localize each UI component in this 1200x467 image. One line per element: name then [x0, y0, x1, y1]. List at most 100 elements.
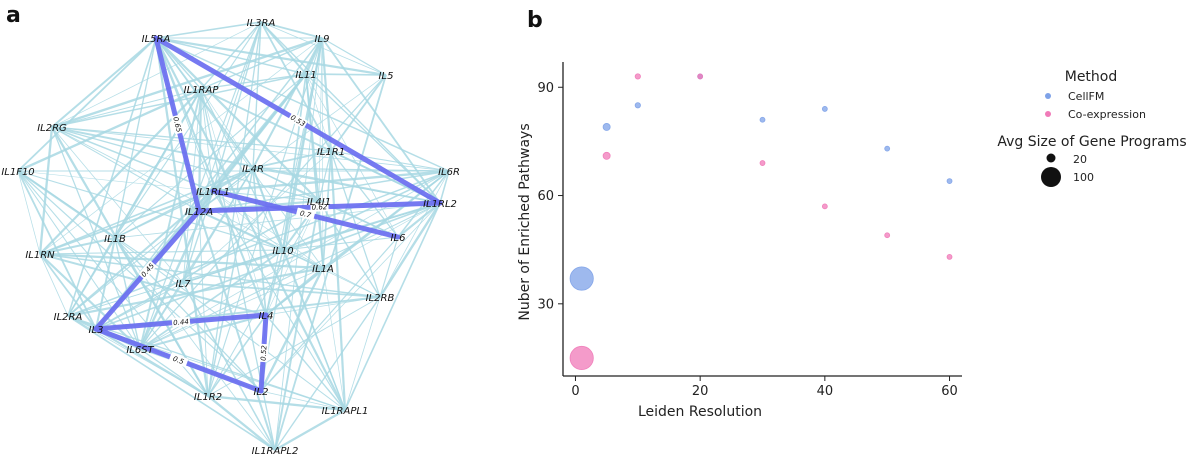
bg-edge [252, 167, 441, 204]
x-tick-label: 0 [571, 384, 579, 399]
size-legend-title: Avg Size of Gene Programs [997, 134, 1186, 150]
bg-edge [282, 73, 307, 251]
bg-edge [114, 202, 441, 239]
bg-edge [260, 21, 307, 75]
edge-weight-label-bg [138, 260, 157, 280]
node-il10: IL10 [272, 246, 293, 257]
bg-edge [17, 170, 141, 350]
point-coexpression [602, 151, 611, 160]
bg-edge [200, 73, 307, 90]
bg-edge [265, 200, 320, 316]
bg-edge [344, 202, 441, 411]
bg-edge [252, 167, 450, 172]
edge-weight-label-bg [171, 316, 191, 328]
bg-edge [95, 328, 209, 397]
bg-edge [260, 21, 323, 39]
bg-edge [17, 170, 214, 192]
x-tick-label: 60 [941, 384, 958, 399]
node-il7: IL7 [176, 279, 192, 290]
bg-edge [397, 202, 441, 238]
bg-edge [305, 73, 387, 76]
edge-weight-label-bg [310, 202, 329, 212]
edge-weight-label-bg [288, 112, 308, 129]
edge-weight-label: 0.5 [168, 352, 189, 368]
bg-edge [200, 88, 284, 251]
edge-weight-label-bg [168, 352, 189, 368]
bg-edge [200, 21, 262, 90]
bg-edge [51, 36, 323, 129]
edge-weight-text: 0.62 [312, 203, 328, 212]
legend-label-coexpression: Co-expression [1068, 108, 1146, 121]
point-cellfm [569, 266, 594, 291]
bg-edge [207, 314, 267, 397]
bg-edge [260, 236, 399, 392]
node-il3ra: IL3RA [247, 18, 276, 29]
node-il1rl2: IL1RL2 [423, 199, 457, 210]
bg-edge [182, 210, 200, 284]
legend-marker-coexpression [1045, 111, 1051, 117]
bg-edge [318, 150, 332, 202]
bg-edge [17, 170, 41, 255]
background-edges [17, 21, 450, 451]
bg-edge [39, 236, 116, 256]
bg-edge [39, 167, 254, 255]
bg-edge [252, 150, 332, 169]
bg-edge [265, 296, 381, 316]
bg-edge [207, 167, 254, 397]
point-cellfm [884, 145, 891, 152]
bg-edge [67, 37, 157, 317]
bg-edge [39, 253, 141, 350]
legend-label-cellfm: CellFM [1068, 90, 1104, 103]
bg-edge [265, 37, 323, 316]
bg-edge [182, 190, 214, 284]
bg-edge [282, 249, 346, 411]
point-cellfm [602, 123, 611, 131]
edge-weight-label: 0.52 [258, 343, 269, 363]
node-il11: IL11 [295, 70, 316, 81]
node-il6st: IL6ST [126, 345, 154, 356]
x-axis-title: Leiden Resolution [638, 404, 762, 420]
bg-edge [114, 237, 262, 392]
bg-edge [51, 126, 200, 212]
edge-weight-label: 0.65 [171, 114, 184, 135]
bg-edge [155, 37, 346, 411]
bg-edge [439, 170, 450, 204]
bg-edge [378, 202, 442, 298]
point-cellfm [634, 102, 641, 109]
bg-edge [318, 200, 324, 269]
bg-edge [39, 252, 324, 270]
node-il4: IL4 [259, 311, 274, 322]
panel-b-letter: b [527, 8, 543, 33]
node-il1rap: IL1RAP [184, 85, 220, 96]
bg-edge [330, 74, 387, 152]
edge-weight-label-bg [295, 207, 316, 221]
bg-edge [114, 237, 209, 397]
bg-edge [67, 249, 284, 317]
point-coexpression [634, 73, 641, 80]
bg-edge [39, 253, 267, 316]
bg-edge [207, 395, 276, 451]
point-coexpression [946, 253, 953, 260]
panel-a-letter: a [6, 3, 21, 28]
bg-edge [51, 73, 307, 128]
bg-edge [212, 190, 284, 251]
bg-edge [155, 36, 387, 77]
point-coexpression [697, 73, 704, 80]
point-coexpression [759, 160, 766, 166]
bg-edge [330, 150, 450, 172]
node-il6: IL6 [391, 233, 406, 244]
bg-edge [39, 190, 214, 255]
bg-edge [95, 37, 323, 330]
bg-edge [260, 202, 441, 392]
bg-edge [67, 315, 276, 451]
bg-edge [265, 314, 346, 411]
bg-edge [260, 21, 441, 204]
point-coexpression [569, 345, 594, 370]
edge-weight-label: 0.44 [171, 316, 191, 328]
bg-edge [139, 88, 202, 350]
bg-edge [198, 170, 450, 212]
node-il1b: IL1B [104, 234, 126, 245]
network-graph: 0.65 0.530.620.70.450.440.520.5 IL5RAIL3R… [1, 18, 460, 457]
bg-edge [212, 190, 320, 202]
